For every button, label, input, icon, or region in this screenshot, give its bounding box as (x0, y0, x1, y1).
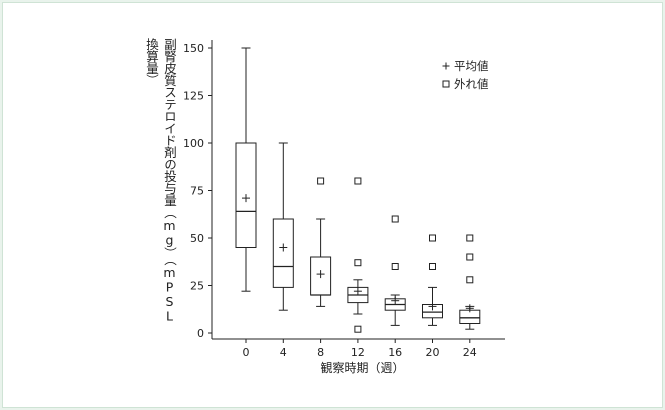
axes: 0 25 50 75 100 125 150 0 4 8 12 16 20 24 (183, 40, 505, 359)
box-week-8 (310, 177, 332, 307)
iqr-box (272, 218, 294, 288)
outlier-marker (354, 177, 362, 185)
outlier-marker (391, 215, 399, 223)
x-tick-label: 4 (280, 346, 287, 359)
y-tick-label: 100 (183, 137, 204, 150)
y-tick-label: 25 (190, 280, 204, 293)
x-tick-label: 8 (317, 346, 324, 359)
boxes-layer (235, 47, 481, 333)
box-week-24 (459, 234, 481, 330)
x-axis-title: 観察時期（週） (320, 361, 404, 375)
outlier-marker (354, 259, 362, 267)
box-week-4 (272, 142, 294, 311)
outlier-marker (391, 263, 399, 270)
outlier-marker (429, 263, 436, 270)
y-axis-title: 副腎皮質ステロイド剤の投与量（mg）（mPSL換算量） (144, 38, 177, 323)
outlier-marker (317, 177, 325, 185)
x-tick-label: 16 (388, 346, 402, 359)
box-week-12 (347, 177, 369, 333)
outlier-marker (466, 234, 474, 242)
box-week-0 (235, 47, 257, 292)
outlier-marker (429, 234, 436, 242)
x-tick-label: 20 (426, 346, 440, 359)
x-tick-label: 24 (463, 346, 477, 359)
legend-label-mean: 平均値 (454, 59, 489, 73)
outlier-marker (466, 253, 474, 261)
box-week-20 (422, 234, 443, 326)
box-week-16 (384, 215, 406, 326)
x-tick-label: 12 (351, 346, 365, 359)
legend-label-outlier: 外れ値 (454, 77, 489, 91)
y-tick-label: 75 (190, 185, 204, 198)
y-tick-label: 125 (183, 90, 204, 103)
y-tick-label: 150 (183, 42, 204, 55)
outlier-marker (354, 325, 362, 333)
x-tick-label: 0 (243, 346, 250, 359)
y-tick-label: 50 (190, 232, 204, 245)
legend-outlier-marker (442, 80, 450, 88)
y-tick-label: 0 (197, 327, 204, 340)
outlier-marker (466, 276, 474, 284)
